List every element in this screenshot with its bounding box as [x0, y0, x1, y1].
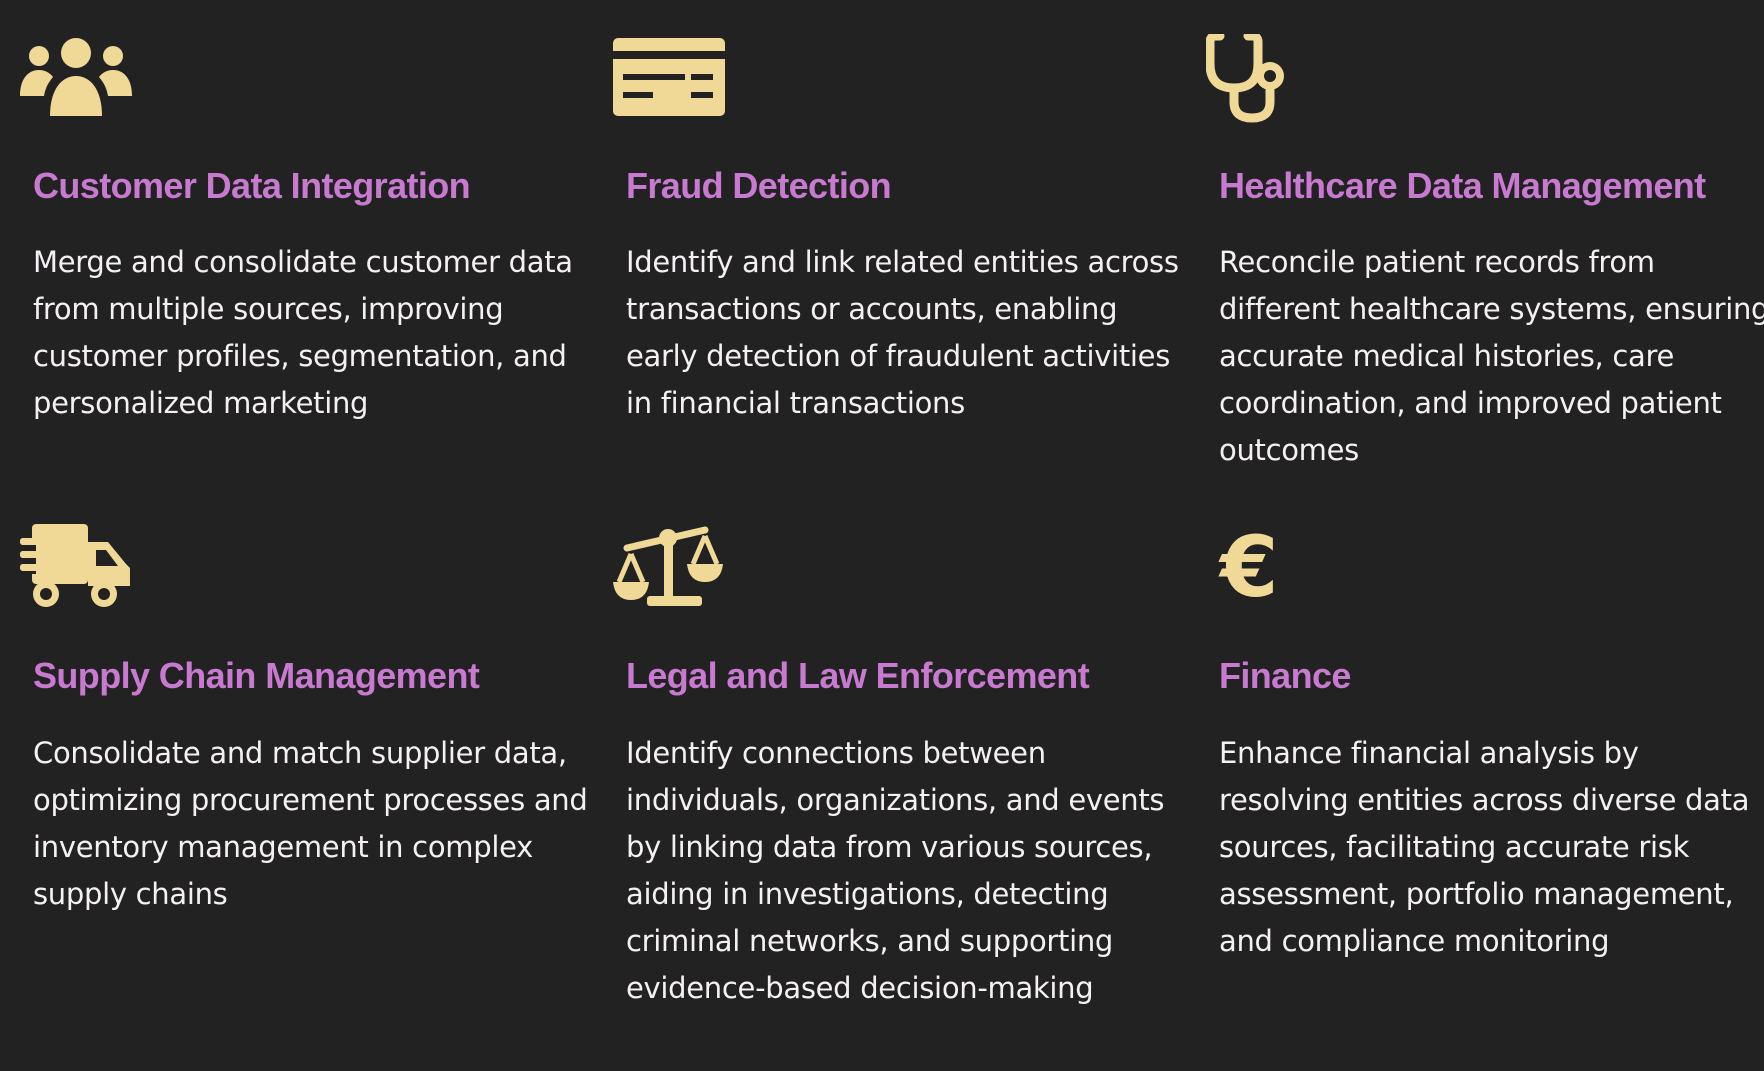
card-title: Legal and Law Enforcement [626, 655, 1090, 696]
card-description: Consolidate and match supplier data, opt… [33, 736, 588, 911]
stethoscope-icon [1206, 34, 1318, 124]
use-case-card: € Finance Enhance financial analysis by … [1186, 491, 1764, 1071]
truck-icon [20, 524, 132, 614]
card-description: Enhance financial analysis by resolving … [1219, 736, 1750, 958]
use-case-card: Legal and Law Enforcement Identify conne… [593, 491, 1186, 1071]
scale-icon [613, 524, 725, 614]
card-title: Customer Data Integration [33, 165, 471, 206]
id-card-icon [613, 34, 725, 124]
use-case-card: Customer Data Integration Merge and cons… [0, 0, 593, 491]
card-description: Identify and link related entities acros… [626, 245, 1179, 420]
card-title: Supply Chain Management [33, 655, 480, 696]
card-description: Reconcile patient records from different… [1219, 245, 1764, 467]
card-title: Fraud Detection [626, 165, 892, 206]
euro-icon: € [1206, 524, 1318, 614]
use-case-card: Fraud Detection Identify and link relate… [593, 0, 1186, 491]
card-description: Identify connections between individuals… [626, 736, 1165, 1005]
card-description: Merge and consolidate customer data from… [33, 245, 573, 420]
card-title: Healthcare Data Management [1219, 165, 1706, 206]
users-icon [20, 34, 132, 124]
card-title: Finance [1219, 655, 1351, 696]
use-case-card: Healthcare Data Management Reconcile pat… [1186, 0, 1764, 491]
use-case-card: Supply Chain Management Consolidate and … [0, 491, 593, 1071]
svg-text:€: € [1218, 524, 1278, 614]
